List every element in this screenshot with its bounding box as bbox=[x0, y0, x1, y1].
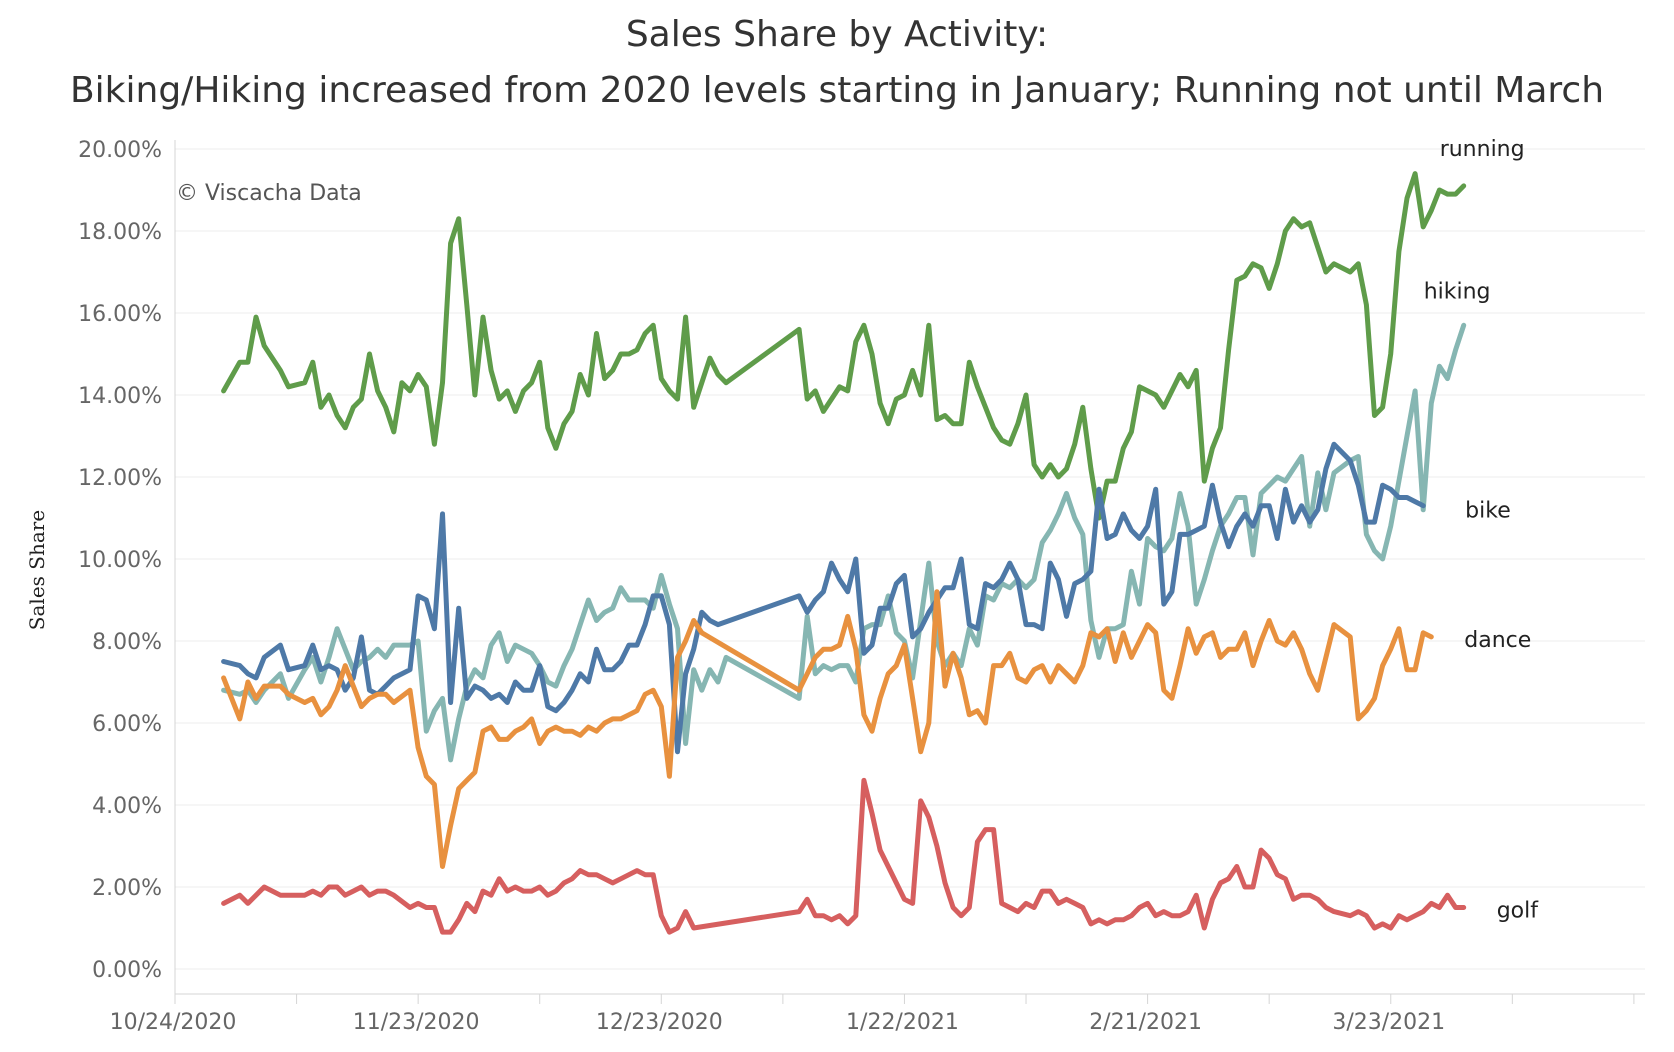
series-line-dance bbox=[221, 589, 1434, 869]
y-tick-label: 8.00% bbox=[92, 630, 162, 655]
series-line-golf bbox=[221, 777, 1467, 935]
y-tick-label: 6.00% bbox=[92, 712, 162, 737]
y-tick-label: 12.00% bbox=[78, 466, 162, 491]
series-line-hiking bbox=[221, 322, 1467, 763]
y-axis-label: Sales Share bbox=[25, 510, 49, 630]
x-tick-label: 12/23/2020 bbox=[596, 1010, 723, 1035]
x-tick-label: 2/21/2021 bbox=[1089, 1010, 1202, 1035]
series-label-dance: dance bbox=[1464, 628, 1531, 653]
x-tick-label: 1/22/2021 bbox=[846, 1010, 959, 1035]
chart-subtitle: Biking/Hiking increased from 2020 levels… bbox=[69, 70, 1605, 111]
series-line-bike bbox=[221, 441, 1426, 755]
x-tick-label: 11/23/2020 bbox=[353, 1010, 480, 1035]
y-tick-label: 4.00% bbox=[92, 794, 162, 819]
y-tick-label: 18.00% bbox=[78, 220, 162, 245]
series-label-golf: golf bbox=[1497, 899, 1540, 924]
gridlines bbox=[175, 148, 1645, 970]
y-tick-label: 16.00% bbox=[78, 302, 162, 327]
series-label-bike: bike bbox=[1465, 499, 1511, 524]
x-tick-label: 10/24/2020 bbox=[110, 1010, 237, 1035]
copyright-annotation: © Viscacha Data bbox=[176, 181, 362, 206]
y-tick-label: 20.00% bbox=[78, 138, 162, 163]
series-label-running: running bbox=[1440, 137, 1525, 162]
y-tick-label: 10.00% bbox=[78, 548, 162, 573]
axes: 0.00% 2.00% 4.00% 6.00% 8.00% 10.00% 12.00% 14.… bbox=[78, 138, 1645, 1035]
series-label-hiking: hiking bbox=[1424, 279, 1491, 304]
y-tick-label: 14.00% bbox=[78, 384, 162, 409]
series-lines bbox=[221, 171, 1467, 935]
y-tick-label: 0.00% bbox=[92, 958, 162, 983]
x-tick-label: 3/23/2021 bbox=[1332, 1010, 1445, 1035]
series-labels: running hiking bike dance golf bbox=[1424, 137, 1540, 924]
chart-title: Sales Share by Activity: bbox=[625, 14, 1049, 55]
y-tick-label: 2.00% bbox=[92, 876, 162, 901]
series-line-running bbox=[221, 171, 1467, 521]
